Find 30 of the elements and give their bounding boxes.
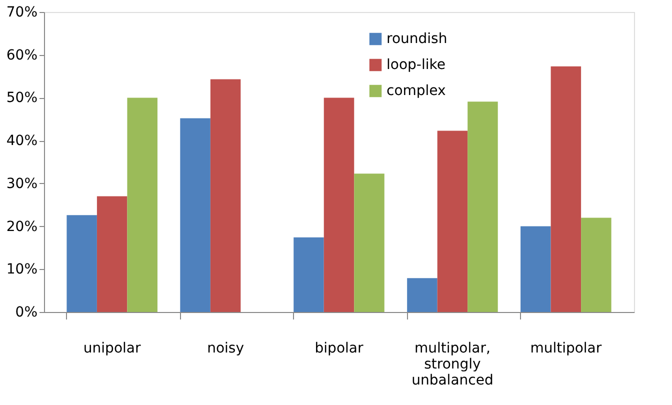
bar [324,98,354,312]
legend-label: roundish [386,31,448,47]
bar [66,215,97,312]
bar [127,98,158,312]
y-tick-label: 70% [6,4,38,20]
x-tick-label: noisy [207,340,244,356]
x-tick-label: multipolar [530,340,602,356]
bar [550,66,582,312]
y-tick-label: 10% [6,262,38,278]
y-tick-label: 20% [6,218,38,235]
bar [354,174,384,312]
bar [437,130,468,312]
legend-label: complex [386,83,446,99]
bar [581,218,612,312]
bar [210,79,241,312]
y-tick-label: 40% [6,133,38,150]
legend-label: loop-like [386,57,446,73]
x-tick-label: multipolar, strongly unbalanced [412,340,494,388]
bar [407,278,438,312]
bar [294,237,324,312]
bar [520,226,551,312]
y-tick-label: 60% [6,47,38,64]
x-tick-label: unipolar [83,340,141,356]
bar [468,102,498,312]
y-tick-label: 0% [15,304,38,320]
bar [180,118,210,312]
y-tick-label: 30% [6,176,38,192]
y-tick-label: 50% [6,90,38,106]
x-tick-label: bipolar [314,340,364,356]
bar [96,196,128,312]
